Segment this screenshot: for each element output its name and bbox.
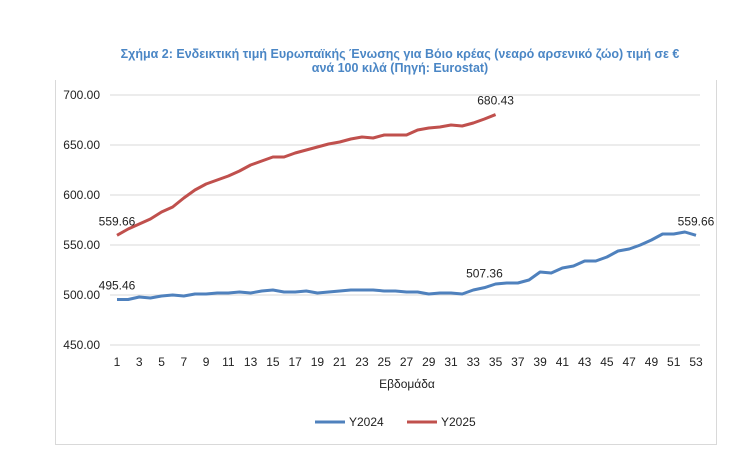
x-tick-label: 31 (444, 355, 458, 369)
data-label: 680.43 (477, 94, 514, 108)
y-tick-label: 550.00 (63, 238, 100, 252)
x-tick-label: 27 (400, 355, 414, 369)
x-tick-label: 39 (533, 355, 547, 369)
data-label: 495.46 (99, 279, 136, 293)
x-tick-label: 9 (203, 355, 210, 369)
x-tick-label: 35 (489, 355, 503, 369)
x-tick-label: 15 (266, 355, 280, 369)
y-tick-label: 650.00 (63, 138, 100, 152)
x-tick-label: 19 (311, 355, 325, 369)
x-tick-label: 53 (689, 355, 703, 369)
x-tick-label: 5 (158, 355, 165, 369)
chart-title: Σχήμα 2: Ενδεικτική τιμή Ευρωπαϊκής Ένωσ… (60, 47, 740, 75)
y-tick-label: 700.00 (63, 88, 100, 102)
x-tick-label: 13 (244, 355, 258, 369)
x-tick-label: 29 (422, 355, 436, 369)
data-label: 559.66 (678, 214, 715, 228)
legend-label: Y2025 (441, 415, 476, 429)
x-tick-label: 25 (378, 355, 392, 369)
data-label: 507.36 (466, 267, 503, 281)
x-tick-label: 45 (600, 355, 614, 369)
x-tick-label: 43 (578, 355, 592, 369)
legend-label: Y2024 (349, 415, 384, 429)
chart-frame (55, 80, 717, 445)
x-tick-label: 23 (355, 355, 369, 369)
x-tick-label: 3 (136, 355, 143, 369)
chart-title-line1: Σχήμα 2: Ενδεικτική τιμή Ευρωπαϊκής Ένωσ… (120, 47, 680, 61)
x-tick-label: 37 (511, 355, 525, 369)
series-line-y2024 (116, 230, 697, 302)
x-tick-label: 11 (222, 355, 235, 369)
x-tick-label: 33 (467, 355, 481, 369)
series-line-y2025 (116, 113, 497, 237)
x-axis-label: Εβδομάδα (379, 377, 435, 391)
x-tick-label: 41 (556, 355, 570, 369)
x-tick-label: 1 (114, 355, 121, 369)
x-tick-label: 17 (288, 355, 302, 369)
x-tick-label: 51 (667, 355, 681, 369)
x-tick-label: 47 (623, 355, 637, 369)
x-tick-label: 21 (333, 355, 347, 369)
y-tick-label: 500.00 (63, 288, 100, 302)
y-tick-label: 600.00 (63, 188, 100, 202)
x-tick-label: 7 (180, 355, 187, 369)
chart-title-line2: ανά 100 κιλά (Πηγή: Eurostat) (311, 61, 489, 75)
y-tick-label: 450.00 (63, 338, 100, 352)
x-tick-label: 49 (645, 355, 659, 369)
data-label: 559.66 (99, 214, 136, 228)
